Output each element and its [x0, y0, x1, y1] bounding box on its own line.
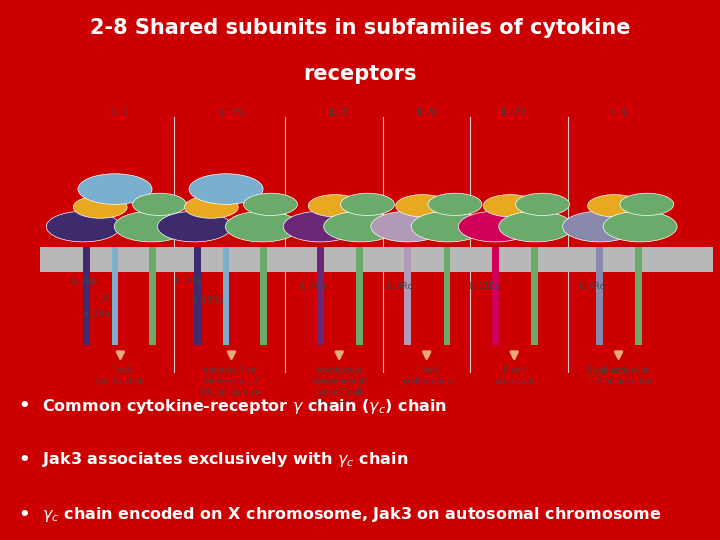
Text: IL-9: IL-9	[416, 109, 437, 118]
Bar	[84, 247, 90, 345]
Bar	[635, 247, 642, 345]
Bar	[596, 247, 603, 345]
Text: B cell activation
Tₕ 2 polarization: B cell activation Tₕ 2 polarization	[585, 366, 652, 386]
Bar	[149, 247, 156, 345]
Ellipse shape	[396, 194, 449, 217]
Ellipse shape	[411, 211, 485, 242]
Text: IL-4Rα: IL-4Rα	[578, 282, 606, 291]
Ellipse shape	[603, 211, 677, 242]
Text: Jak3 associates exclusively with $\gamma_c$ chain: Jak3 associates exclusively with $\gamma…	[42, 450, 408, 469]
Ellipse shape	[371, 211, 445, 242]
Ellipse shape	[341, 193, 395, 215]
Text: IL-15Rα: IL-15Rα	[191, 296, 224, 305]
Ellipse shape	[459, 211, 532, 242]
Ellipse shape	[620, 193, 674, 215]
Bar	[112, 247, 118, 345]
Text: B cell
activation: B cell activation	[494, 366, 534, 386]
Ellipse shape	[516, 193, 570, 215]
Bar	[222, 247, 230, 345]
Text: IL-9Rα: IL-9Rα	[387, 282, 414, 291]
Ellipse shape	[132, 193, 186, 215]
Ellipse shape	[562, 211, 636, 242]
Ellipse shape	[283, 211, 357, 242]
Text: •: •	[18, 451, 30, 469]
Text: IL-4: IL-4	[608, 109, 629, 118]
Ellipse shape	[78, 174, 152, 204]
Bar	[40, 247, 713, 273]
Text: IL-2Rβ: IL-2Rβ	[174, 276, 202, 286]
Bar	[531, 247, 538, 345]
Bar	[405, 247, 411, 345]
Text: 2-8 Shared subunits in subfamiies of cytokine: 2-8 Shared subunits in subfamiies of cyt…	[90, 18, 630, 38]
Text: IL-15: IL-15	[218, 109, 245, 118]
Text: IL-21Rα: IL-21Rα	[469, 282, 501, 291]
Text: IL-21: IL-21	[500, 109, 528, 118]
Text: IL-2Rβ: IL-2Rβ	[70, 276, 97, 286]
Ellipse shape	[46, 211, 120, 242]
Ellipse shape	[225, 211, 300, 242]
Text: Common cytokine-receptor $\gamma$ chain ($\gamma_c$) chain: Common cytokine-receptor $\gamma$ chain …	[42, 396, 447, 416]
Bar	[356, 247, 363, 345]
Text: memory T cell
homeostasis/
NK cell survival: memory T cell homeostasis/ NK cell survi…	[201, 366, 262, 397]
Ellipse shape	[588, 194, 642, 217]
Ellipse shape	[243, 193, 297, 215]
Text: $\gamma_c$ chain encoded on X chromosome, Jak3 on autosomal chromosome: $\gamma_c$ chain encoded on X chromosome…	[42, 505, 661, 524]
Text: lymphocyte
development/
naïve T cell
homeostasis: lymphocyte development/ naïve T cell hom…	[311, 366, 367, 408]
Ellipse shape	[308, 194, 362, 217]
Bar	[261, 247, 267, 345]
Ellipse shape	[499, 211, 573, 242]
Text: T cell
proliferation: T cell proliferation	[402, 366, 451, 386]
Bar	[317, 247, 324, 345]
Ellipse shape	[189, 174, 263, 204]
Text: γc: γc	[102, 293, 112, 302]
Text: •: •	[18, 397, 30, 415]
Ellipse shape	[483, 194, 537, 217]
Ellipse shape	[324, 211, 397, 242]
Text: IL-2: IL-2	[110, 109, 130, 118]
Text: IL-7: IL-7	[329, 109, 349, 118]
Text: IL-2Rα: IL-2Rα	[84, 310, 111, 319]
Text: •: •	[18, 506, 30, 524]
Bar	[492, 247, 499, 345]
Ellipse shape	[158, 211, 231, 242]
Text: T cell
proliferation: T cell proliferation	[96, 366, 145, 386]
Text: receptors: receptors	[303, 64, 417, 84]
Bar	[444, 247, 450, 345]
Ellipse shape	[428, 193, 482, 215]
Ellipse shape	[73, 196, 127, 218]
Text: IL-7Rα: IL-7Rα	[299, 282, 326, 291]
Ellipse shape	[184, 196, 238, 218]
Ellipse shape	[114, 211, 189, 242]
Bar	[194, 247, 201, 345]
